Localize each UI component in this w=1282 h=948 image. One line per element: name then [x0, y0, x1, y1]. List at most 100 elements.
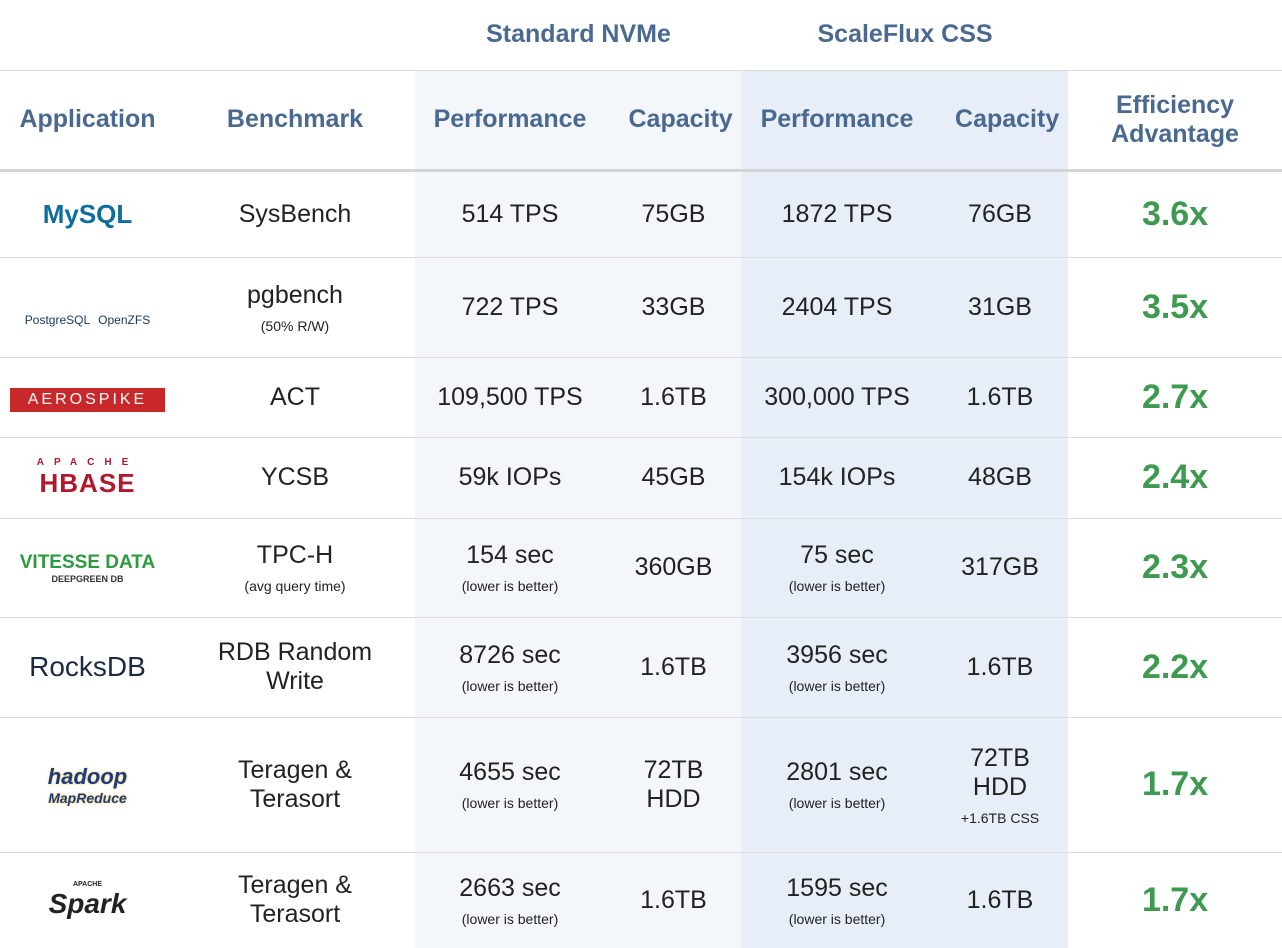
cell-note: (lower is better) [788, 578, 886, 594]
column-header: Application [0, 70, 175, 172]
cell: 1.6TB [932, 852, 1069, 948]
advantage: 3.6x [1068, 170, 1282, 258]
cell-text: 154 sec [466, 541, 554, 569]
cell-text: 109,500 TPS [437, 382, 583, 411]
logo-cell: AEROSPIKE [0, 357, 175, 438]
cell-text: 1.6TB [640, 885, 707, 914]
cell-text: YCSB [260, 463, 330, 491]
cell-text: 1595 sec [786, 873, 888, 902]
column-header: Performance [415, 70, 605, 172]
cell-text: 154k IOPs [778, 463, 896, 491]
cell: 31GB [932, 257, 1069, 358]
column-header-row: Application Benchmark Performance Capacity P… [0, 70, 1282, 172]
logo-cell: APACHE HBASE [0, 437, 175, 519]
cell: 3956 sec (lower is better) [742, 617, 933, 718]
cell-text: ACT [270, 382, 320, 411]
cell-note: (lower is better) [461, 677, 559, 694]
cell-text: 1.6TB [640, 382, 707, 411]
cell-text: 1.6TB [966, 382, 1034, 411]
cell-text: 300,000 TPS [764, 382, 910, 411]
cell-text: Teragen & Terasort [238, 871, 352, 928]
group-header-row: Standard NVMe ScaleFlux CSS [0, 0, 1282, 71]
cell: 2663 sec (lower is better) [415, 852, 605, 948]
data-row: APACHE Spark Teragen & Terasort 2663 sec (lo… [0, 852, 1282, 948]
cell: 1.6TB [605, 852, 743, 948]
cell-note: (lower is better) [461, 795, 559, 811]
cell-text: 2663 sec [459, 873, 561, 902]
cell: 2801 sec (lower is better) [742, 717, 933, 853]
advantage: 2.4x [1068, 437, 1282, 519]
cell-text: 1.6TB [640, 652, 707, 681]
cell: TPC-H (avg query time) [175, 518, 415, 618]
data-row: MySQL SysBench 514 TPS 75GB 1872 TPS 76GB 3.6x [0, 170, 1282, 258]
data-row: RocksDB RDB Random Write 8726 sec (lower is… [0, 617, 1282, 718]
cell-text: 75GB [641, 199, 706, 228]
logo-text: APACHE [72, 880, 103, 888]
column-header: Benchmark [175, 70, 415, 172]
cell-text: 8726 sec [459, 640, 561, 669]
cell-text: 2801 sec [786, 758, 888, 786]
cell-note: +1.6TB CSS [960, 809, 1040, 826]
column-header-text: Capacity [955, 105, 1060, 133]
cell: YCSB [175, 437, 415, 519]
cell-text: 2404 TPS [781, 292, 893, 321]
cell: 1.6TB [605, 357, 743, 438]
column-header: Performance [742, 70, 933, 172]
logo-text: OpenZFS [98, 313, 151, 327]
cell-text: 360GB [634, 553, 713, 581]
cell-text: RDB Random Write [217, 638, 373, 695]
cell-text: 76GB [968, 199, 1032, 228]
cell: 45GB [605, 437, 743, 519]
cell-text: 1.6TB [966, 885, 1034, 914]
cell: 1.6TB [932, 617, 1069, 718]
blank-cell [1068, 0, 1282, 71]
logo-text: Spark [48, 887, 127, 919]
cell-text: 4655 sec [459, 758, 561, 786]
cell-text: TPC-H [256, 541, 334, 569]
cell-text: 45GB [641, 463, 706, 491]
cell-text: 3956 sec [786, 640, 888, 669]
blank-cell [175, 0, 415, 71]
logo-cell: PostgreSQL OpenZFS [0, 257, 175, 358]
logo-cell: MySQL [0, 170, 175, 258]
cell-text: 72TB HDD [970, 743, 1030, 801]
logo-cell: hadoop MapReduce [0, 717, 175, 853]
data-row: VITESSE DATA DEEPGREEN DB TPC-H (avg query … [0, 518, 1282, 618]
logo-cell: RocksDB [0, 617, 175, 718]
cell: 1595 sec (lower is better) [742, 852, 933, 948]
cell-note: (lower is better) [461, 910, 559, 927]
logo-text: HBASE [39, 467, 136, 498]
cell-text: 33GB [641, 292, 706, 321]
cell: ACT [175, 357, 415, 438]
advantage: 1.7x [1068, 717, 1282, 853]
data-row: AEROSPIKE ACT 109,500 TPS 1.6TB 300,000 TPS 1… [0, 357, 1282, 438]
column-header-text: Application [19, 105, 156, 133]
cell-note: (lower is better) [788, 795, 886, 811]
cell: 317GB [932, 518, 1069, 618]
logo-cell: VITESSE DATA DEEPGREEN DB [0, 518, 175, 618]
cell: 722 TPS [415, 257, 605, 358]
logo-text: VITESSE DATA [19, 551, 156, 573]
logo-cell: APACHE Spark [0, 852, 175, 948]
advantage: 2.2x [1068, 617, 1282, 718]
data-row: APACHE HBASE YCSB 59k IOPs 45GB 154k IOPs 48GB… [0, 437, 1282, 519]
cell: 72TB HDD [605, 717, 743, 853]
data-row: PostgreSQL OpenZFS pgbench (50% R/W) 722 TPS… [0, 257, 1282, 358]
cell: 75GB [605, 170, 743, 258]
cell-note: (lower is better) [788, 910, 886, 927]
cell-text: 72TB HDD [643, 755, 704, 813]
cell: 75 sec (lower is better) [742, 518, 933, 618]
column-header: Capacity [605, 70, 743, 172]
blank-cell [0, 0, 175, 71]
cell: 360GB [605, 518, 743, 618]
logo-text: MapReduce [48, 789, 127, 806]
logo-text: APACHE [36, 456, 139, 468]
cell: 4655 sec (lower is better) [415, 717, 605, 853]
cell: 8726 sec (lower is better) [415, 617, 605, 718]
advantage: 2.7x [1068, 357, 1282, 438]
cell: 1872 TPS [742, 170, 933, 258]
column-header-text: Capacity [628, 105, 733, 133]
advantage: 2.3x [1068, 518, 1282, 618]
cell: 2404 TPS [742, 257, 933, 358]
